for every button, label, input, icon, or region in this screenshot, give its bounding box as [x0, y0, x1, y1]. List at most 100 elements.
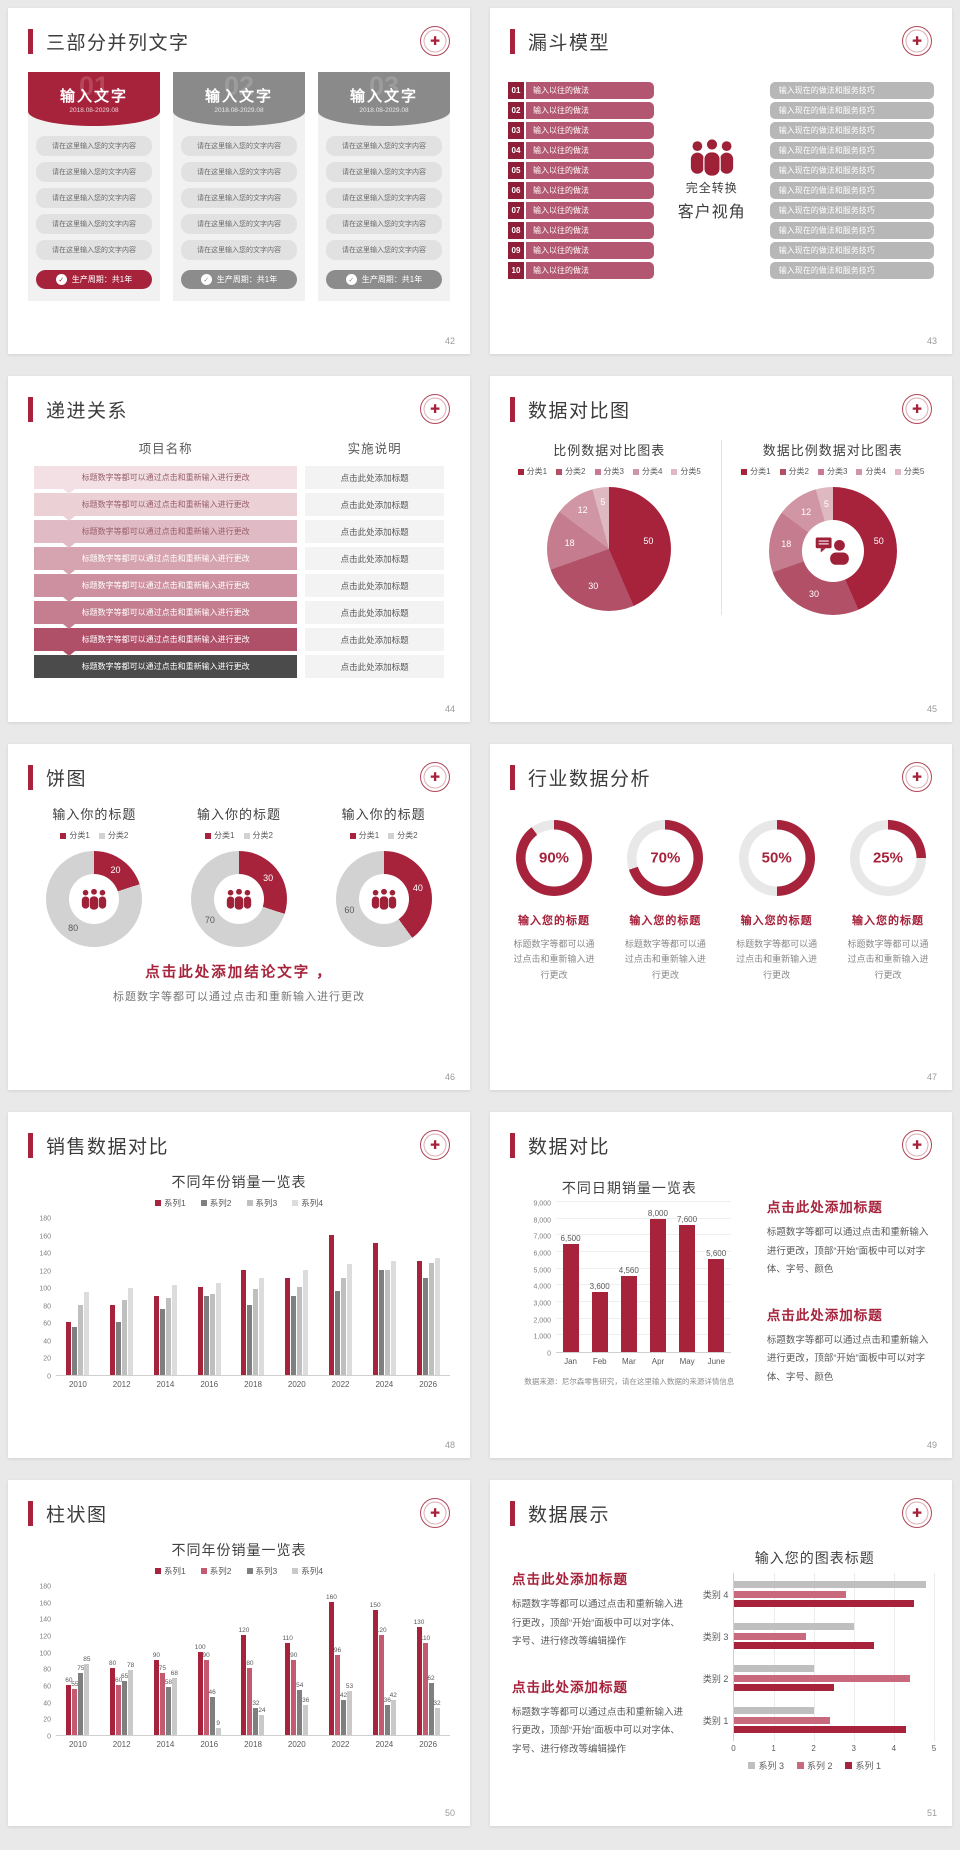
x-tick-label: 2016: [200, 1740, 219, 1749]
bar-value-label: 65: [121, 1672, 129, 1680]
page-number: 42: [444, 336, 455, 346]
bar: 42: [390, 1692, 397, 1735]
accent-bar: [28, 28, 33, 54]
gridline: [556, 1217, 731, 1219]
hbar: [734, 1581, 927, 1588]
bar: 6,500: [561, 1234, 581, 1352]
pie-chart: 50 30 18 12 5: [768, 487, 897, 615]
legend-label: 分类1: [214, 831, 235, 840]
bar-group: [197, 1282, 221, 1375]
funnel-item-label: 输入以往的做法: [526, 262, 654, 279]
legend-swatch: [556, 468, 563, 475]
chart-text-split: 不同日期销量一览表 0 1,000 2,000 3,000 4,000 5,000 6,000…: [490, 1160, 952, 1387]
slide-header: 销售数据对比: [8, 1112, 470, 1160]
bar-value-label: 32: [252, 1700, 260, 1708]
legend-item: 系列3: [246, 1565, 277, 1577]
slide-title: 漏斗模型: [528, 32, 611, 54]
bar: [215, 1282, 221, 1375]
bar-value-label: 3,600: [589, 1282, 610, 1291]
card-body: 请在这里输入您的文字内容 请在这里输入您的文字内容 请在这里输入您的文字内容 请在这里…: [28, 126, 160, 301]
funnel-left-list: 01 输入以往的做法 02 输入以往的做法 03 输入以往的做法 04 输入以往的做法 05 输入…: [508, 82, 654, 279]
plot: [56, 1218, 450, 1376]
bar: 90: [153, 1652, 160, 1735]
accent-bar: [28, 396, 33, 422]
bar: 80: [109, 1660, 116, 1735]
text-pill: 请在这里输入您的文字内容: [326, 240, 442, 260]
slice-value-label: 50: [873, 536, 884, 547]
card-header: 02 输入文字 2018.08-2029.08: [173, 72, 305, 126]
x-tick-label: 2018: [244, 1740, 262, 1749]
legend-label: 分类1: [358, 831, 380, 840]
block-paragraph: 标题数字等都可以通过点击和重新输入进行更改，顶部“开始”面板中可以对字体、字号、…: [766, 1334, 929, 1383]
hbar-area: [733, 1573, 935, 1741]
bar: [328, 1234, 334, 1375]
chart-title: 输入你的标题: [52, 807, 137, 822]
bar-value-label: 110: [282, 1635, 293, 1643]
gridline: [934, 1573, 935, 1741]
legend-swatch: [388, 832, 395, 839]
chart-title: 数据比例数据对比图表: [762, 443, 903, 458]
bar-value-label: 60: [115, 1677, 123, 1684]
legend-swatch: [796, 1762, 804, 1769]
funnel-right-item: 输入现在的做法和服务技巧: [769, 142, 934, 159]
y-tick-label: 160: [39, 1233, 51, 1241]
ring-hole: 90%: [525, 829, 583, 887]
bar: [66, 1322, 72, 1375]
bar-group: 120 80 32 24: [239, 1627, 266, 1735]
people-icon: [226, 887, 252, 911]
ring-hole: 70%: [636, 829, 694, 887]
banner-notch: [62, 651, 75, 656]
pie-chart: 30 70: [191, 851, 287, 947]
pie-chart: 40 60: [335, 851, 432, 947]
legend-swatch: [779, 468, 786, 475]
org-seal-icon: [420, 1498, 450, 1528]
bar-chart: 不同日期销量一览表 0 1,000 2,000 3,000 4,000 5,000 6,000…: [508, 1166, 751, 1366]
bar-value-label: 80: [109, 1660, 117, 1668]
bar-value-label: 75: [77, 1664, 85, 1672]
bar: [78, 1304, 84, 1375]
bar-value-label: 53: [345, 1682, 354, 1690]
funnel-model: 01 输入以往的做法 02 输入以往的做法 03 输入以往的做法 04 输入以往的做法 05 输入…: [490, 56, 952, 279]
funnel-left-item: 03 输入以往的做法: [508, 122, 654, 139]
bar: [247, 1304, 253, 1375]
funnel-left-item: 08 输入以往的做法: [508, 222, 654, 239]
x-tick-label: 2016: [200, 1380, 219, 1389]
accent-bar: [28, 1500, 33, 1526]
hbar-group: [734, 1615, 934, 1657]
row-name-banner: 标题数字等都可以通过点击和重新输入进行更改: [34, 628, 298, 656]
hbar: [734, 1632, 807, 1640]
funnel-item-label: 输入以往的做法: [526, 82, 654, 99]
donut-panel: 输入你的标题 分类1 分类2 30 70: [167, 804, 312, 947]
bar-value-label: 60: [65, 1677, 73, 1684]
legend-label: 系列2: [209, 1566, 232, 1576]
bar: 54: [296, 1682, 303, 1735]
x-tick-label: 1: [771, 1744, 776, 1753]
y-tick-label: 8,000: [533, 1217, 551, 1225]
funnel-center-line1: 完全转换: [685, 181, 738, 196]
bar-value-label: 55: [71, 1681, 79, 1689]
legend-swatch: [671, 468, 678, 475]
x-tick-label: Apr: [651, 1357, 665, 1366]
data-source-note: 数据来源：尼尔森零售研究，请在这里输入数据的来源详情信息: [524, 1377, 735, 1386]
people-icon: [371, 887, 396, 911]
ring-percent: 90%: [538, 849, 570, 867]
legend-item: 分类1: [349, 830, 380, 841]
slice-value-label: 18: [564, 538, 575, 548]
bar: 65: [121, 1673, 128, 1735]
row-description: 点击此处添加标题: [305, 601, 444, 624]
category-label: 类别 2: [702, 1673, 729, 1684]
legend-item: 分类4: [856, 466, 886, 477]
y-tick-label: 100: [39, 1650, 51, 1658]
bar: [72, 1326, 78, 1375]
org-seal-icon: [902, 762, 932, 792]
funnel-item-number: 08: [508, 222, 524, 239]
slide-header: 递进关系: [8, 376, 470, 424]
legend-swatch: [98, 832, 105, 839]
ring-panel: 70% 输入您的标题 标题数字等都可以通过点击和重新输入进行更改: [617, 820, 713, 983]
chart-legend: 系列1 系列2 系列3 系列4: [28, 1565, 450, 1577]
slice-value-label: 30: [588, 580, 599, 591]
accent-bar: [28, 1132, 33, 1158]
gridline: [556, 1234, 731, 1236]
y-axis: 0 20 40 60 80 100 120 140 160 180: [28, 1216, 56, 1381]
